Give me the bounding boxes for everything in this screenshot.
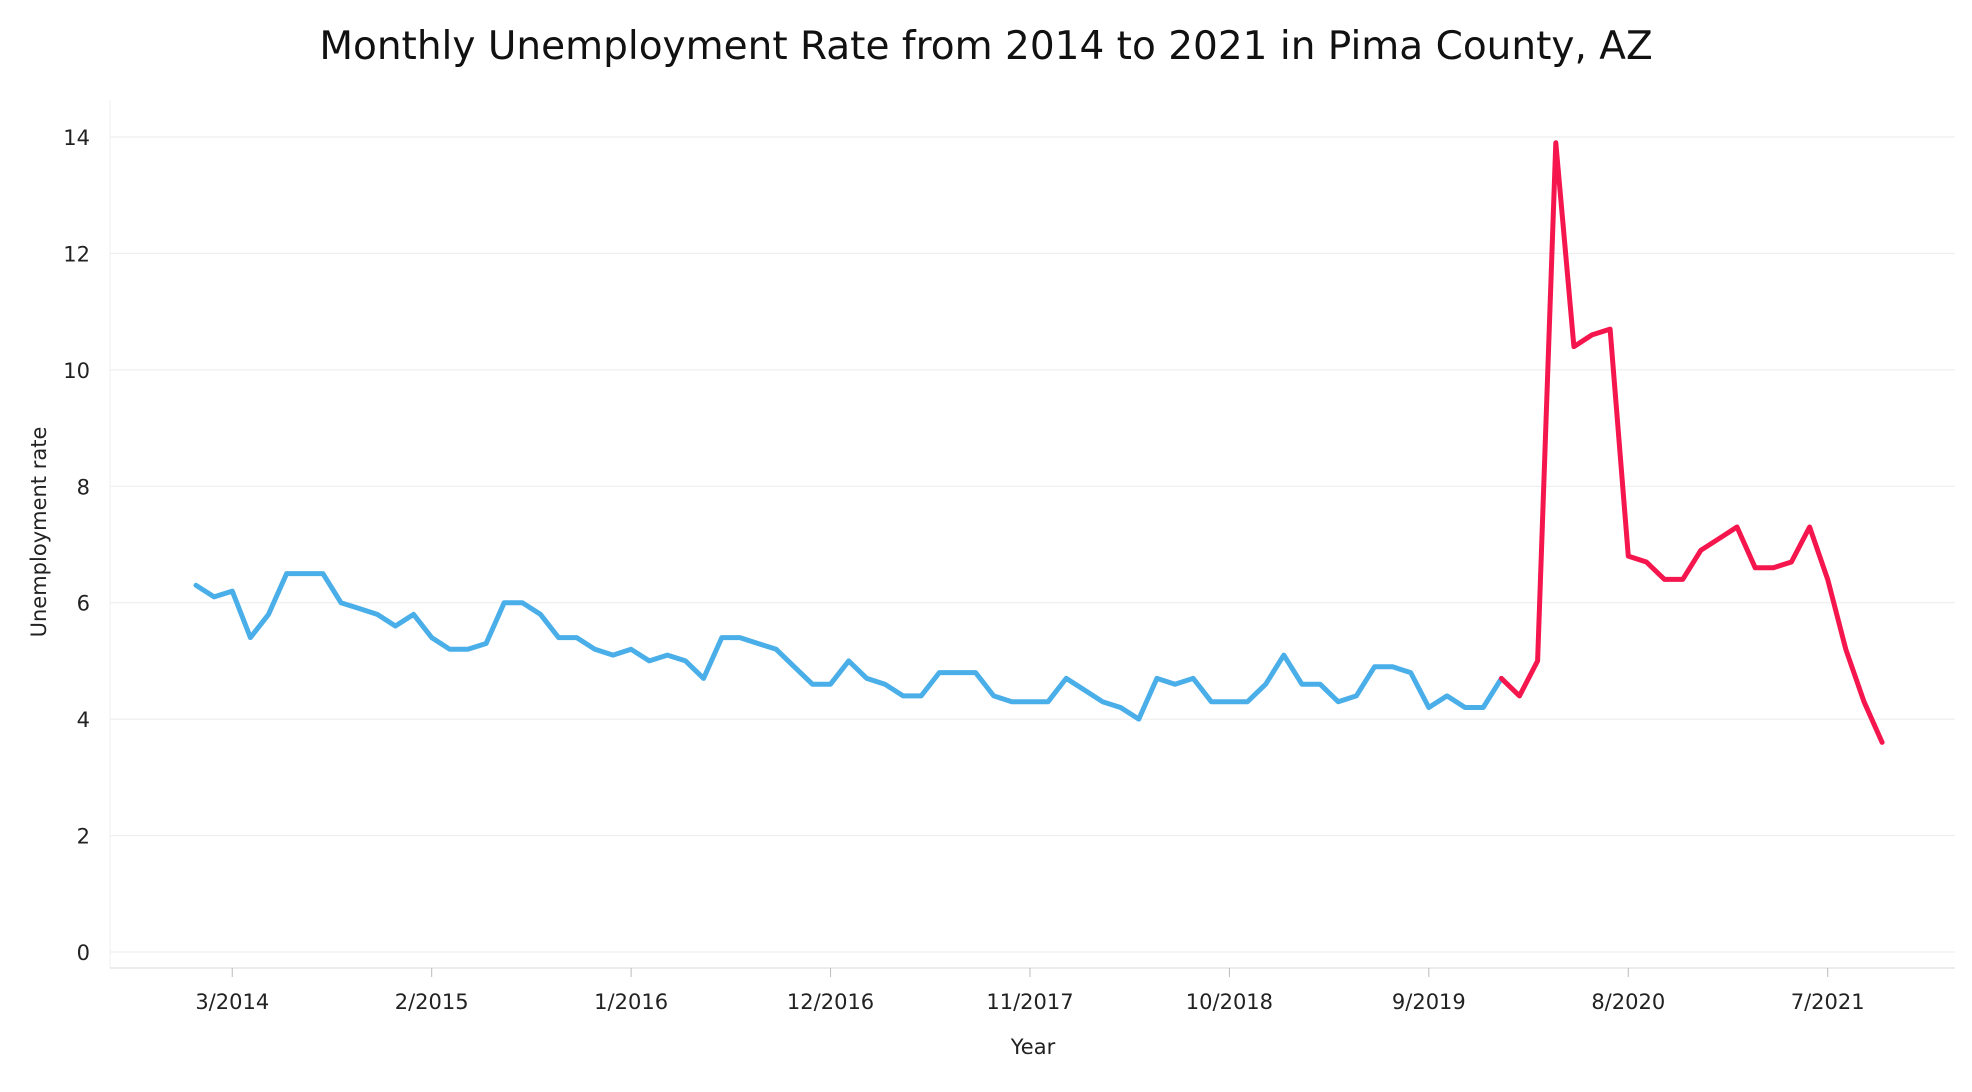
y-tick-label: 0 xyxy=(77,941,90,965)
x-tick-label: 7/2021 xyxy=(1791,990,1865,1014)
x-tick-label: 9/2019 xyxy=(1392,990,1466,1014)
y-tick-label: 2 xyxy=(77,825,90,849)
y-tick-label: 14 xyxy=(63,126,90,150)
y-axis-label: Unemployment rate xyxy=(27,427,51,638)
x-tick-label: 11/2017 xyxy=(986,990,1073,1014)
x-tick-label: 10/2018 xyxy=(1186,990,1273,1014)
y-tick-label: 4 xyxy=(77,708,90,732)
chart-title: Monthly Unemployment Rate from 2014 to 2… xyxy=(319,24,1653,69)
gridlines xyxy=(110,136,1955,953)
series-lines xyxy=(193,140,1885,745)
y-tick-label: 8 xyxy=(77,475,90,499)
x-tick-label: 8/2020 xyxy=(1591,990,1665,1014)
x-tick-label: 12/2016 xyxy=(787,990,874,1014)
x-axis-label: Year xyxy=(1010,1035,1056,1059)
x-tick-label: 3/2014 xyxy=(195,990,269,1014)
series-line-2 xyxy=(1498,140,1885,745)
y-tick-label: 6 xyxy=(77,592,90,616)
y-tick-label: 10 xyxy=(63,359,90,383)
axes: 0 2 4 6 8 10 12 14 3/2014 2/2015 1/2016 12/2016 11/2… xyxy=(63,100,1955,1014)
y-tick-label: 12 xyxy=(63,242,90,266)
series-line-1 xyxy=(193,571,1504,722)
x-tick-label: 1/2016 xyxy=(594,990,668,1014)
x-tick-label: 2/2015 xyxy=(395,990,469,1014)
